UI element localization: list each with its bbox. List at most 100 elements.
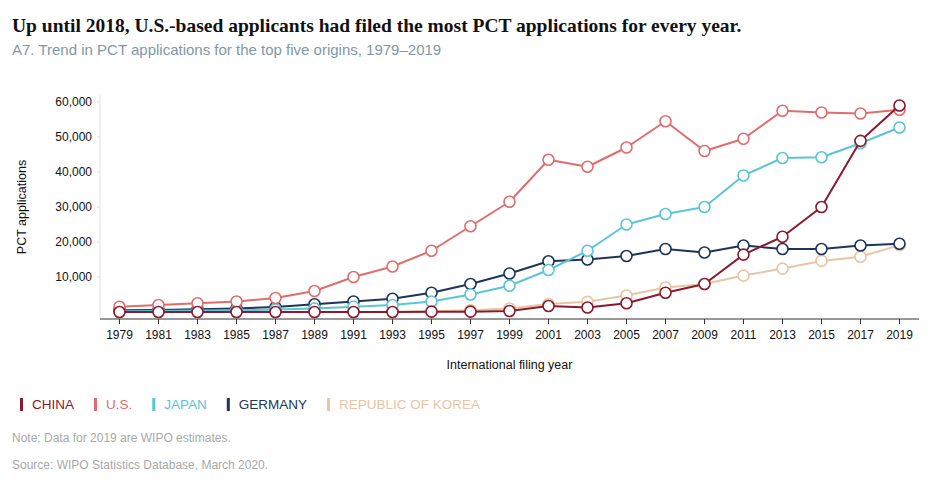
- data-point: [465, 306, 476, 317]
- data-point: [777, 153, 788, 164]
- x-tick: [782, 319, 783, 324]
- data-point: [114, 307, 125, 318]
- data-point: [465, 289, 476, 300]
- series: [114, 240, 905, 318]
- data-point: [855, 251, 866, 262]
- x-tick-label: 1995: [418, 328, 445, 342]
- x-tick-label: 1991: [340, 328, 367, 342]
- data-point: [192, 307, 203, 318]
- x-tick-label: 1989: [301, 328, 328, 342]
- data-point: [660, 287, 671, 298]
- data-point: [621, 219, 632, 230]
- x-tick-label: 2011: [731, 328, 757, 342]
- data-point: [387, 307, 398, 318]
- y-tick-label: 60,000: [55, 95, 92, 109]
- x-tick-label: 2013: [769, 328, 796, 342]
- x-tick: [704, 319, 705, 324]
- series-line: [120, 110, 900, 307]
- data-point: [777, 244, 788, 255]
- data-point: [270, 307, 281, 318]
- x-tick-label: 1997: [457, 328, 484, 342]
- x-tick-label: 1979: [106, 328, 133, 342]
- x-tick-label: 2005: [613, 328, 640, 342]
- x-tick: [275, 319, 276, 324]
- y-axis-label: PCT applications: [15, 160, 29, 254]
- x-tick: [353, 319, 354, 324]
- data-point: [426, 306, 437, 317]
- data-point: [660, 116, 671, 127]
- y-tick: [97, 137, 100, 138]
- x-tick-label: 1987: [262, 328, 289, 342]
- x-tick: [119, 319, 120, 324]
- data-point: [816, 244, 827, 255]
- legend-label: U.S.: [106, 397, 132, 412]
- data-point: [387, 307, 398, 318]
- x-tick-label: 1981: [145, 328, 172, 342]
- data-point: [309, 286, 320, 297]
- data-point: [699, 247, 710, 258]
- x-tick: [392, 319, 393, 324]
- data-point: [699, 279, 710, 290]
- data-point: [231, 307, 242, 318]
- data-point: [816, 202, 827, 213]
- series-line: [120, 244, 900, 311]
- data-point: [582, 245, 593, 256]
- x-tick-label: 1993: [379, 328, 406, 342]
- x-tick: [509, 319, 510, 324]
- data-point: [543, 265, 554, 276]
- title: Up until 2018, U.S.-based applicants had…: [12, 15, 741, 36]
- legend-swatch: [152, 398, 155, 411]
- data-point: [621, 298, 632, 309]
- series: [114, 238, 905, 316]
- legend-label: JAPAN: [164, 397, 207, 412]
- data-point: [738, 133, 749, 144]
- data-point: [504, 268, 515, 279]
- data-point: [387, 261, 398, 272]
- data-point: [114, 307, 125, 318]
- y-tick: [97, 102, 100, 103]
- data-point: [348, 307, 359, 318]
- x-tick: [197, 319, 198, 324]
- chart: Up until 2018, U.S.-based applicants had…: [0, 0, 938, 482]
- data-point: [426, 245, 437, 256]
- data-point: [270, 293, 281, 304]
- y-tick: [97, 277, 100, 278]
- data-point: [426, 306, 437, 317]
- x-tick: [743, 319, 744, 324]
- legend-swatch: [20, 398, 23, 411]
- x-tick-label: 2003: [574, 328, 601, 342]
- data-point: [309, 307, 320, 318]
- data-point: [738, 170, 749, 181]
- data-point: [270, 307, 281, 318]
- data-point: [309, 307, 320, 318]
- data-point: [699, 146, 710, 157]
- series: [114, 100, 905, 318]
- x-tick: [626, 319, 627, 324]
- y-tick: [97, 172, 100, 173]
- legend-label: CHINA: [32, 397, 74, 412]
- series: [114, 104, 905, 312]
- data-point: [465, 221, 476, 232]
- series-line: [120, 106, 900, 313]
- data-point: [777, 263, 788, 274]
- data-point: [621, 142, 632, 153]
- data-point: [543, 301, 554, 312]
- x-tick: [548, 319, 549, 324]
- x-tick: [899, 319, 900, 324]
- data-point: [504, 196, 515, 207]
- x-tick: [431, 319, 432, 324]
- data-point: [348, 272, 359, 283]
- x-tick: [470, 319, 471, 324]
- x-tick: [665, 319, 666, 324]
- legend-swatch: [227, 398, 230, 411]
- data-point: [465, 279, 476, 290]
- data-point: [621, 251, 632, 262]
- data-point: [231, 307, 242, 318]
- data-point: [660, 209, 671, 220]
- x-tick-label: 1983: [184, 328, 211, 342]
- data-point: [582, 302, 593, 313]
- data-point: [738, 270, 749, 281]
- legend-swatch: [327, 398, 330, 411]
- series-line: [120, 128, 900, 312]
- x-tick: [314, 319, 315, 324]
